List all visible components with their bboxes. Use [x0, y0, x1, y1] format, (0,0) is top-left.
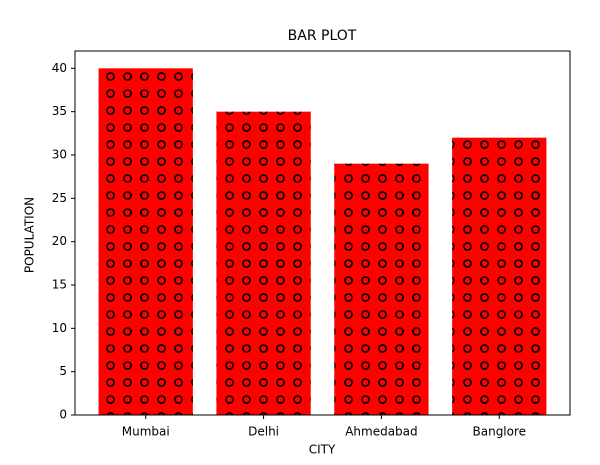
bar-hatch	[98, 68, 193, 415]
x-tick-label: Ahmedabad	[345, 425, 417, 439]
y-axis-label: POPULATION	[23, 197, 37, 273]
y-tick-label: 10	[52, 321, 67, 335]
bar-hatch	[334, 163, 429, 415]
y-tick-label: 35	[52, 104, 67, 118]
x-tick-label: Mumbai	[122, 425, 170, 439]
x-axis-label: CITY	[309, 443, 336, 457]
x-tick-label: Delhi	[248, 425, 279, 439]
bar-hatch	[216, 111, 311, 416]
plot-frame	[74, 50, 571, 416]
y-tick-label: 15	[52, 278, 67, 292]
x-tick-label: Banglore	[473, 425, 527, 439]
y-tick-label: 25	[52, 191, 67, 205]
y-tick-label: 30	[52, 148, 67, 162]
y-tick-label: 40	[52, 61, 67, 75]
bar-hatch	[452, 137, 547, 415]
y-tick-label: 5	[59, 364, 67, 378]
y-tick-label: 20	[52, 234, 67, 248]
y-tick-label: 0	[59, 408, 67, 422]
chart-title: BAR PLOT	[288, 28, 357, 44]
